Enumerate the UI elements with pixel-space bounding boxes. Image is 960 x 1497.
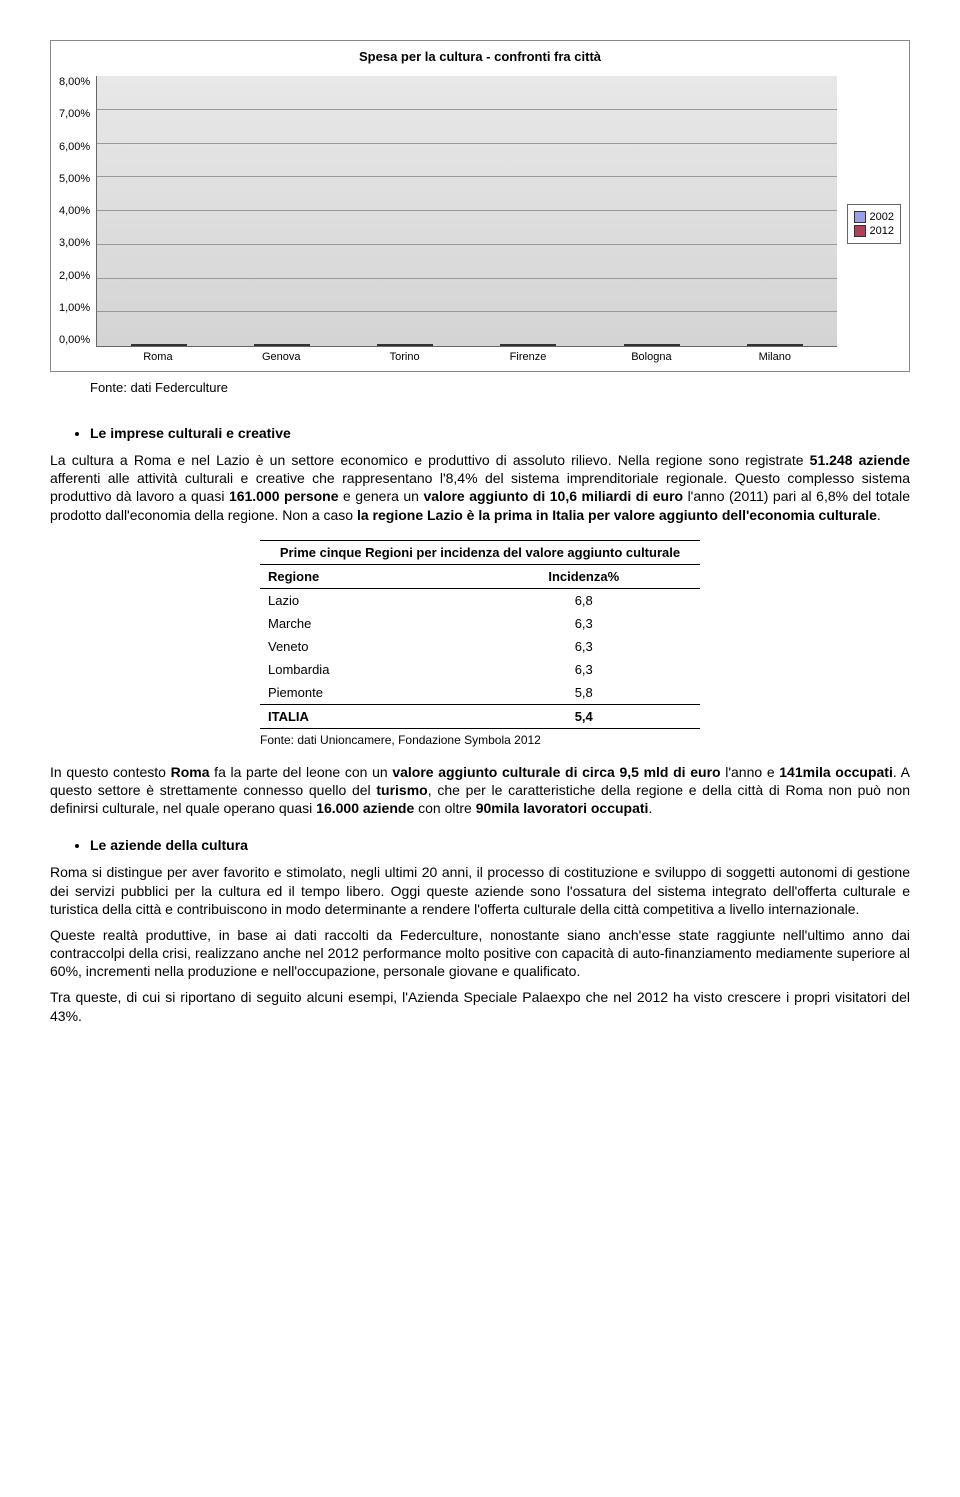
region-cell: Marche bbox=[260, 612, 467, 635]
bars-row bbox=[97, 76, 836, 346]
section-heading: Le imprese culturali e creative bbox=[90, 425, 910, 441]
legend-swatch bbox=[854, 225, 866, 237]
region-cell: Lazio bbox=[260, 588, 467, 612]
section-bullet: Le aziende della cultura bbox=[50, 837, 910, 853]
bar bbox=[775, 344, 803, 346]
plot-wrapper: Roma Genova Torino Firenze Bologna Milan… bbox=[96, 76, 836, 371]
bar bbox=[131, 344, 159, 346]
bar-group bbox=[747, 344, 803, 346]
value-cell: 6,3 bbox=[467, 635, 700, 658]
legend-swatch bbox=[854, 211, 866, 223]
region-cell: Lombardia bbox=[260, 658, 467, 681]
value-cell: 6,3 bbox=[467, 658, 700, 681]
bar bbox=[254, 344, 282, 346]
table-source: Fonte: dati Unioncamere, Fondazione Symb… bbox=[50, 733, 910, 747]
bar-group bbox=[131, 344, 187, 346]
bar bbox=[747, 344, 775, 346]
section2-p2: Queste realtà produttive, in base ai dat… bbox=[50, 926, 910, 981]
table-row: Lazio 6,8 bbox=[260, 588, 700, 612]
chart-title: Spesa per la cultura - confronti fra cit… bbox=[51, 49, 909, 64]
bar bbox=[159, 344, 187, 346]
x-label: Bologna bbox=[621, 351, 681, 363]
bar bbox=[500, 344, 528, 346]
legend-item: 2002 bbox=[854, 211, 894, 223]
plot-area bbox=[96, 76, 836, 347]
x-label: Roma bbox=[128, 351, 188, 363]
region-cell: Veneto bbox=[260, 635, 467, 658]
table-col-header: Incidenza% bbox=[467, 564, 700, 588]
y-tick: 5,00% bbox=[59, 173, 90, 185]
value-cell: 5,8 bbox=[467, 681, 700, 705]
y-tick: 1,00% bbox=[59, 302, 90, 314]
x-label: Genova bbox=[251, 351, 311, 363]
context-paragraph: In questo contesto Roma fa la parte del … bbox=[50, 763, 910, 818]
y-tick: 4,00% bbox=[59, 205, 90, 217]
section2-p3: Tra queste, di cui si riportano di segui… bbox=[50, 988, 910, 1024]
bar bbox=[282, 344, 310, 346]
y-axis: 8,00% 7,00% 6,00% 5,00% 4,00% 3,00% 2,00… bbox=[59, 76, 96, 346]
bar-group bbox=[377, 344, 433, 346]
y-tick: 8,00% bbox=[59, 76, 90, 88]
y-tick: 2,00% bbox=[59, 270, 90, 282]
y-tick: 7,00% bbox=[59, 108, 90, 120]
regions-table: Prime cinque Regioni per incidenza del v… bbox=[260, 540, 700, 729]
chart-legend: 2002 2012 bbox=[847, 204, 901, 244]
table-row: Piemonte 5,8 bbox=[260, 681, 700, 705]
legend-item: 2012 bbox=[854, 225, 894, 237]
bar bbox=[405, 344, 433, 346]
chart-body: 8,00% 7,00% 6,00% 5,00% 4,00% 3,00% 2,00… bbox=[51, 76, 909, 371]
x-label: Milano bbox=[745, 351, 805, 363]
section-bullet: Le imprese culturali e creative bbox=[50, 425, 910, 441]
y-tick: 3,00% bbox=[59, 237, 90, 249]
bar-group bbox=[500, 344, 556, 346]
x-axis-labels: Roma Genova Torino Firenze Bologna Milan… bbox=[96, 351, 836, 371]
chart-container: Spesa per la cultura - confronti fra cit… bbox=[50, 40, 910, 372]
y-tick: 6,00% bbox=[59, 141, 90, 153]
bar bbox=[377, 344, 405, 346]
table-col-header: Regione bbox=[260, 564, 467, 588]
table-row: Veneto 6,3 bbox=[260, 635, 700, 658]
table-header-row: Regione Incidenza% bbox=[260, 564, 700, 588]
table-row: Lombardia 6,3 bbox=[260, 658, 700, 681]
table-total-row: ITALIA 5,4 bbox=[260, 704, 700, 728]
value-cell: 6,8 bbox=[467, 588, 700, 612]
y-tick: 0,00% bbox=[59, 334, 90, 346]
total-value: 5,4 bbox=[467, 704, 700, 728]
chart-source: Fonte: dati Federculture bbox=[90, 380, 910, 395]
bar bbox=[624, 344, 652, 346]
value-cell: 6,3 bbox=[467, 612, 700, 635]
x-label: Firenze bbox=[498, 351, 558, 363]
total-label: ITALIA bbox=[260, 704, 467, 728]
table-row: Marche 6,3 bbox=[260, 612, 700, 635]
bar-group bbox=[254, 344, 310, 346]
x-label: Torino bbox=[375, 351, 435, 363]
region-cell: Piemonte bbox=[260, 681, 467, 705]
table-title-row: Prime cinque Regioni per incidenza del v… bbox=[260, 540, 700, 564]
bar bbox=[652, 344, 680, 346]
bar-group bbox=[624, 344, 680, 346]
legend-label: 2012 bbox=[870, 225, 894, 237]
bar bbox=[528, 344, 556, 346]
legend-label: 2002 bbox=[870, 211, 894, 223]
table-title: Prime cinque Regioni per incidenza del v… bbox=[260, 540, 700, 564]
section1-paragraph: La cultura a Roma e nel Lazio è un setto… bbox=[50, 451, 910, 524]
section2-p1: Roma si distingue per aver favorito e st… bbox=[50, 863, 910, 918]
section-heading: Le aziende della cultura bbox=[90, 837, 910, 853]
